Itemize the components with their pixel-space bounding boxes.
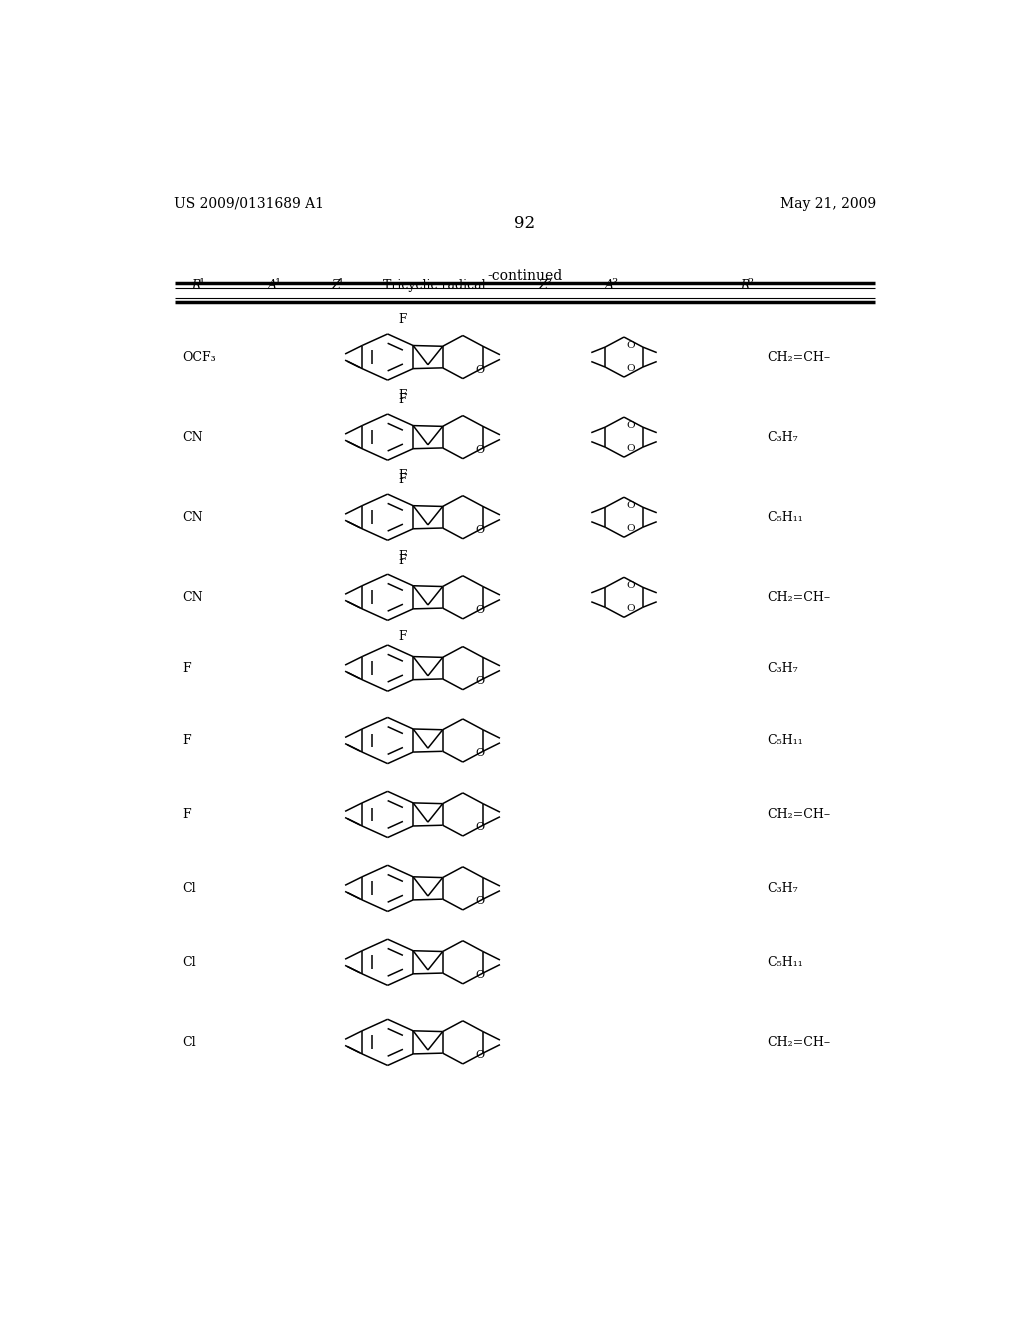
Text: 1: 1 [338, 279, 344, 286]
Text: F: F [182, 734, 190, 747]
Text: Z: Z [331, 279, 340, 292]
Text: C₅H₁₁: C₅H₁₁ [767, 734, 803, 747]
Text: O: O [627, 421, 635, 430]
Text: CH₂=CH–: CH₂=CH– [767, 1036, 830, 1049]
Text: 3: 3 [546, 279, 552, 286]
Text: O: O [627, 341, 635, 350]
Text: CH₂=CH–: CH₂=CH– [767, 351, 830, 363]
Text: US 2009/0131689 A1: US 2009/0131689 A1 [174, 197, 325, 211]
Text: CH₂=CH–: CH₂=CH– [767, 591, 830, 603]
Text: F: F [398, 313, 407, 326]
Text: F: F [398, 474, 407, 487]
Text: A: A [267, 279, 276, 292]
Text: Cl: Cl [182, 882, 196, 895]
Text: 1: 1 [199, 279, 205, 286]
Text: C₅H₁₁: C₅H₁₁ [767, 956, 803, 969]
Text: O: O [475, 822, 484, 832]
Text: CN: CN [182, 591, 203, 603]
Text: O: O [627, 581, 635, 590]
Text: -continued: -continued [487, 268, 562, 282]
Text: OCF₃: OCF₃ [182, 351, 216, 363]
Text: O: O [475, 364, 484, 375]
Text: O: O [627, 502, 635, 510]
Text: C₅H₁₁: C₅H₁₁ [767, 511, 803, 524]
Text: Cl: Cl [182, 1036, 196, 1049]
Text: R: R [191, 279, 201, 292]
Text: O: O [627, 364, 635, 374]
Text: O: O [627, 605, 635, 614]
Text: F: F [182, 661, 190, 675]
Text: O: O [475, 676, 484, 686]
Text: F: F [398, 393, 407, 407]
Text: F: F [182, 808, 190, 821]
Text: CN: CN [182, 511, 203, 524]
Text: 92: 92 [514, 215, 536, 231]
Text: Z: Z [539, 279, 548, 292]
Text: F: F [398, 549, 407, 562]
Text: O: O [475, 896, 484, 906]
Text: 3: 3 [611, 279, 617, 286]
Text: O: O [475, 748, 484, 758]
Text: A: A [604, 279, 613, 292]
Text: F: F [398, 630, 407, 643]
Text: O: O [475, 525, 484, 535]
Text: 2: 2 [748, 279, 754, 286]
Text: May 21, 2009: May 21, 2009 [779, 197, 876, 211]
Text: 1: 1 [274, 279, 281, 286]
Text: Tricyclic radical: Tricyclic radical [383, 279, 485, 292]
Text: F: F [398, 389, 407, 403]
Text: Cl: Cl [182, 956, 196, 969]
Text: O: O [627, 524, 635, 533]
Text: F: F [398, 553, 407, 566]
Text: CN: CN [182, 430, 203, 444]
Text: C₃H₇: C₃H₇ [767, 661, 798, 675]
Text: C₃H₇: C₃H₇ [767, 882, 798, 895]
Text: F: F [398, 470, 407, 483]
Text: R: R [740, 279, 750, 292]
Text: CH₂=CH–: CH₂=CH– [767, 808, 830, 821]
Text: O: O [475, 445, 484, 455]
Text: O: O [475, 1051, 484, 1060]
Text: O: O [475, 605, 484, 615]
Text: C₃H₇: C₃H₇ [767, 430, 798, 444]
Text: O: O [627, 445, 635, 453]
Text: O: O [475, 970, 484, 979]
